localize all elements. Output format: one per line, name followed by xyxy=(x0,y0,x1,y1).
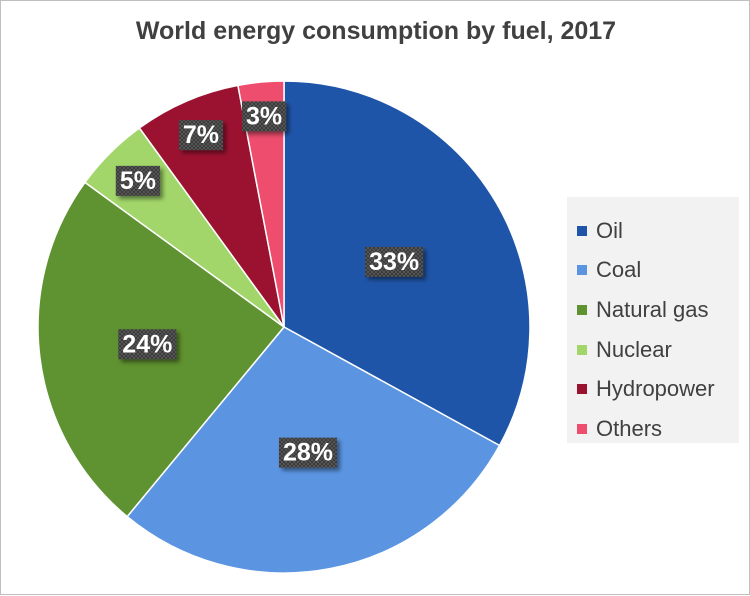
legend-item-oil: Oil xyxy=(577,211,739,251)
legend: Oil Coal Natural gas Nuclear Hydropower Other… xyxy=(567,197,739,443)
legend-swatch xyxy=(577,265,587,276)
legend-label: Hydropower xyxy=(596,376,715,402)
data-label-oil: 33% xyxy=(365,246,424,277)
legend-item-others: Others xyxy=(577,409,739,449)
svg-text:33%: 33% xyxy=(369,248,419,276)
data-label-natural-gas: 24% xyxy=(118,329,177,360)
svg-text:7%: 7% xyxy=(183,121,219,149)
svg-text:24%: 24% xyxy=(122,330,172,358)
data-label-others: 3% xyxy=(242,101,287,132)
legend-label: Oil xyxy=(596,217,623,243)
pie-slices xyxy=(37,80,531,574)
svg-text:5%: 5% xyxy=(120,167,156,195)
legend-label: Coal xyxy=(596,257,642,283)
legend-item-nuclear: Nuclear xyxy=(577,330,739,370)
legend-item-natural-gas: Natural gas xyxy=(577,290,739,330)
data-label-coal: 28% xyxy=(278,437,337,468)
legend-label: Nuclear xyxy=(596,336,672,362)
pie-slice-others xyxy=(237,80,285,328)
legend-swatch xyxy=(577,344,587,355)
chart-title: World energy consumption by fuel, 2017 xyxy=(135,17,617,45)
legend-swatch xyxy=(577,423,587,434)
legend-item-coal: Coal xyxy=(577,251,739,291)
svg-text:28%: 28% xyxy=(283,439,333,467)
legend-swatch xyxy=(577,304,587,315)
svg-text:3%: 3% xyxy=(246,102,282,130)
pie-data-labels: 33% 28% 24% 5% 7% 3% xyxy=(115,101,424,468)
data-label-hydropower: 7% xyxy=(178,120,224,151)
legend-label: Others xyxy=(596,415,663,441)
pie-slice-hydropower xyxy=(138,84,285,328)
legend-item-hydropower: Hydropower xyxy=(577,369,739,409)
legend-swatch xyxy=(577,384,587,395)
data-label-nuclear: 5% xyxy=(115,165,160,196)
legend-label: Natural gas xyxy=(596,296,709,322)
legend-swatch xyxy=(577,225,587,236)
